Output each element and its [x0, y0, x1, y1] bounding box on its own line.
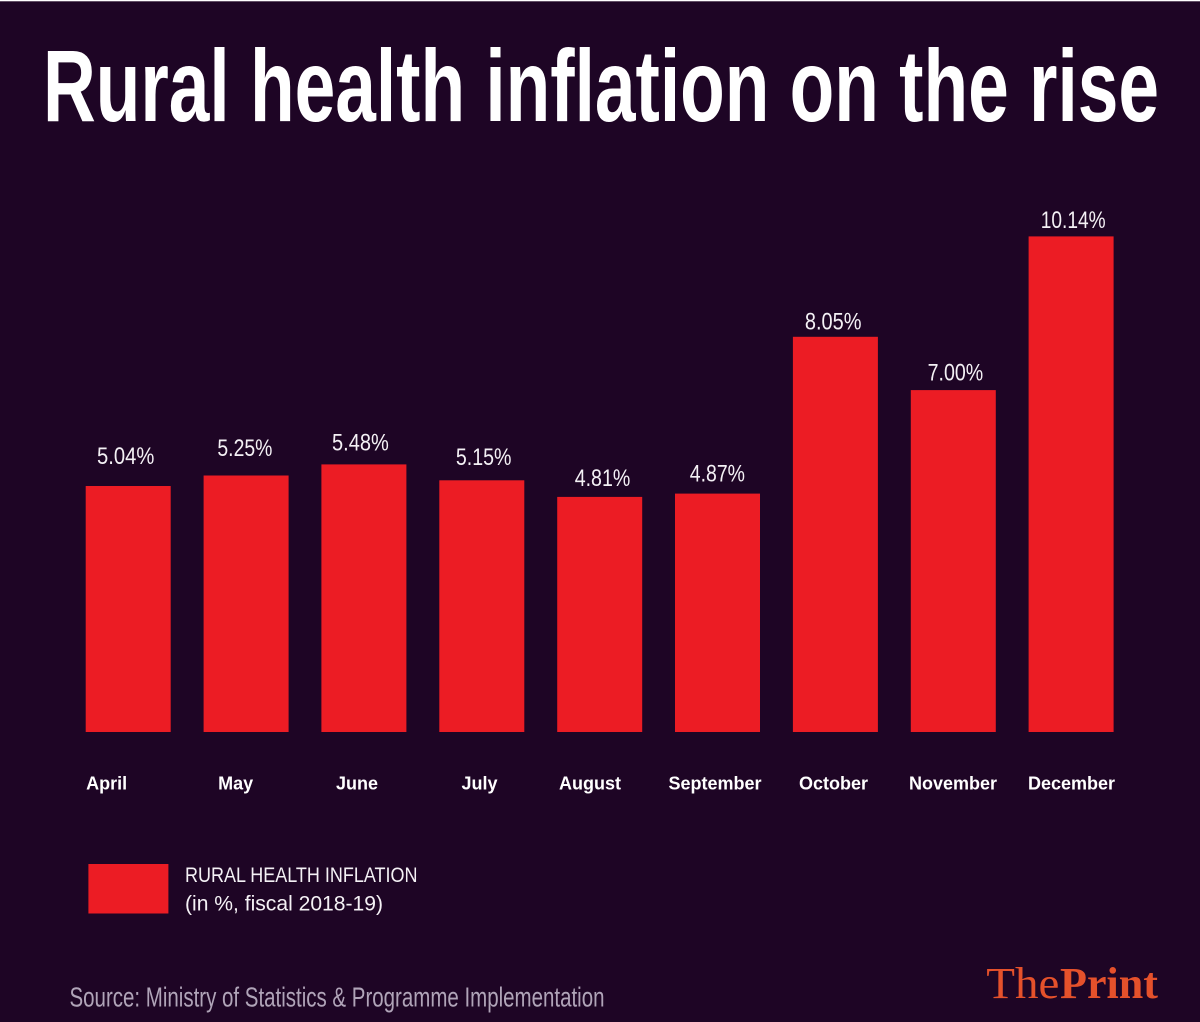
svg-text:5.04%: 5.04% [97, 444, 154, 470]
svg-text:May: May [218, 774, 253, 794]
svg-text:August: August [559, 774, 621, 794]
svg-text:December: December [1028, 774, 1115, 794]
svg-text:October: October [799, 774, 868, 794]
svg-text:Print: Print [1060, 959, 1158, 1008]
svg-text:7.00%: 7.00% [928, 361, 984, 387]
svg-text:July: July [461, 774, 497, 794]
svg-text:The: The [986, 959, 1059, 1008]
svg-text:5.15%: 5.15% [456, 445, 512, 471]
svg-text:RURAL HEALTH INFLATION: RURAL HEALTH INFLATION [185, 863, 418, 887]
svg-text:June: June [336, 774, 378, 794]
svg-text:Rural health inflation on the: Rural health inflation on the rise [43, 29, 1159, 143]
svg-text:(in %, fiscal 2018-19): (in %, fiscal 2018-19) [185, 892, 383, 916]
svg-text:5.48%: 5.48% [332, 431, 389, 457]
svg-text:April: April [86, 774, 127, 794]
svg-text:Source: Ministry of Statistics: Source: Ministry of Statistics & Program… [70, 981, 605, 1012]
svg-text:4.81%: 4.81% [575, 466, 631, 492]
svg-text:4.87%: 4.87% [690, 462, 745, 488]
svg-text:September: September [668, 774, 761, 794]
svg-text:10.14%: 10.14% [1041, 208, 1106, 234]
svg-text:8.05%: 8.05% [805, 310, 862, 336]
svg-text:November: November [909, 774, 997, 794]
svg-text:5.25%: 5.25% [217, 436, 272, 462]
